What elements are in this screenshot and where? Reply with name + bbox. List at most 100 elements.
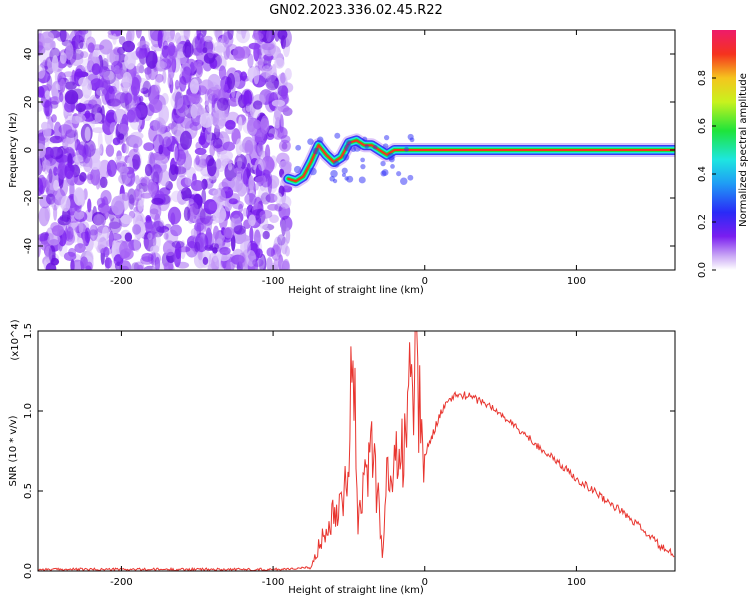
heatmap-noise-cell (85, 36, 96, 51)
snr-ytick-label: 0.5 (23, 483, 34, 499)
heatmap-noise-cell (213, 187, 226, 208)
heatmap-noise-cell (171, 56, 177, 73)
heatmap-noise-cell (43, 100, 53, 117)
heatmap-noise-cell (91, 127, 106, 134)
heatmap-noise-cell (38, 40, 43, 57)
heatmap-noise-cell (128, 135, 143, 149)
heatmap-noise-cell (91, 63, 101, 76)
heatmap-noise-cell (124, 143, 129, 154)
heatmap-noise-cell (117, 123, 129, 134)
heatmap-signal-blip (330, 169, 338, 178)
heatmap-noise-cell (207, 73, 221, 91)
heatmap-noise-cell (133, 220, 146, 239)
heatmap-noise-cell (126, 170, 135, 179)
heatmap-noise-cell (150, 226, 156, 240)
heatmap-noise-cell (130, 131, 144, 140)
heatmap-noise-cell (247, 53, 254, 68)
heatmap-noise-cell (136, 50, 149, 58)
heatmap-noise-cell (282, 258, 291, 270)
heatmap-noise-cell (87, 83, 92, 90)
heatmap-signal-blip (341, 167, 348, 174)
heatmap-noise-cell (145, 104, 155, 117)
heatmap-noise-cell (109, 122, 117, 135)
snr-xtick-label: 0 (422, 577, 428, 588)
heatmap-noise-cell (253, 119, 261, 130)
heatmap-noise-cell (264, 144, 271, 162)
heatmap-noise-cell (252, 258, 264, 267)
heatmap-noise-cell (59, 91, 64, 103)
heatmap-noise-cell (248, 175, 255, 191)
heatmap-noise-cell (219, 246, 231, 256)
heatmap-noise-cell (38, 143, 47, 159)
heatmap-noise-cell (116, 69, 124, 80)
colorbar-tick-label: 0.6 (697, 118, 708, 134)
heatmap-noise-cell (102, 226, 110, 241)
heatmap-noise-cell (224, 162, 237, 182)
heatmap-noise-cell (261, 42, 275, 51)
heatmap-noise-cell (101, 205, 111, 212)
heatmap-noise-cell (238, 252, 246, 268)
heatmap-noise-cell (258, 159, 266, 171)
heatmap-noise-cell (242, 207, 249, 217)
heatmap-noise-cell (231, 254, 245, 265)
heatmap-signal-blip (404, 146, 409, 152)
heatmap-noise-cell (151, 251, 157, 268)
heatmap-noise-cell (74, 30, 86, 40)
heatmap-noise-cell (140, 192, 153, 199)
heatmap-noise-cell (118, 133, 125, 140)
heatmap-noise-cell (84, 110, 91, 119)
heatmap-signal-blip (358, 176, 366, 184)
heatmap-noise-cell (273, 105, 282, 122)
heatmap-noise-cell (151, 84, 161, 96)
heatmap-noise-cell (225, 260, 231, 270)
heatmap-signal-blip (382, 143, 389, 150)
heatmap-noise-cell (106, 228, 114, 248)
heatmap-xtick-label: 100 (567, 276, 586, 287)
heatmap-signal-blip (400, 177, 408, 185)
heatmap-signal-blip (387, 152, 395, 161)
heatmap-noise-cell (154, 256, 161, 270)
heatmap-noise-cell (79, 39, 84, 49)
heatmap-signal-blip (360, 157, 365, 163)
heatmap-noise-cell (246, 162, 251, 179)
colorbar-ticks: 0.0 0.2 0.4 0.6 0.8 (697, 70, 716, 278)
heatmap-noise-cell (65, 129, 77, 138)
heatmap-noise-cell (249, 226, 254, 245)
heatmap-noise-cell (183, 206, 191, 222)
heatmap-noise-cell (121, 71, 133, 90)
heatmap-noise-cell (151, 197, 164, 205)
heatmap-noise-cell (206, 40, 215, 59)
heatmap-noise-cell (111, 240, 117, 257)
heatmap-noise-cell (38, 237, 41, 258)
heatmap-noise-cell (49, 146, 64, 160)
heatmap-noise-cell (94, 112, 103, 123)
heatmap-signal-layer (287, 139, 675, 183)
heatmap-xtick-label: -100 (262, 276, 285, 287)
heatmap-noise-cell (135, 174, 140, 185)
heatmap-noise-cell (207, 93, 219, 105)
heatmap-noise-cell (190, 103, 198, 119)
heatmap-noise-cell (109, 217, 122, 234)
heatmap-noise-cell (92, 50, 99, 58)
heatmap-noise-cell (124, 232, 133, 242)
heatmap-noise-cell (231, 200, 244, 210)
heatmap-noise-cell (177, 97, 186, 114)
heatmap-noise-cell (147, 232, 153, 240)
heatmap-noise-cell (119, 248, 134, 260)
heatmap-noise-cell (80, 103, 95, 110)
heatmap-noise-cell (202, 47, 208, 54)
heatmap-signal-blip (317, 136, 324, 143)
heatmap-noise-cell (160, 31, 175, 43)
heatmap-noise-cell (255, 248, 263, 259)
heatmap-noise-cell (140, 256, 154, 265)
heatmap-noise-cell (220, 150, 234, 162)
heatmap-noise-cell (157, 30, 163, 49)
heatmap-noise-cell (174, 79, 180, 90)
heatmap-noise-cell (277, 234, 286, 246)
snr-ylabel: SNR (10 * v/v) (8, 415, 19, 486)
heatmap-noise-cell (154, 76, 160, 92)
heatmap-noise-cell (152, 134, 165, 154)
snr-ticks: -200 -100 0 100 0.0 0.5 1.0 1.5 (23, 323, 675, 588)
heatmap-noise-cell (51, 114, 57, 123)
